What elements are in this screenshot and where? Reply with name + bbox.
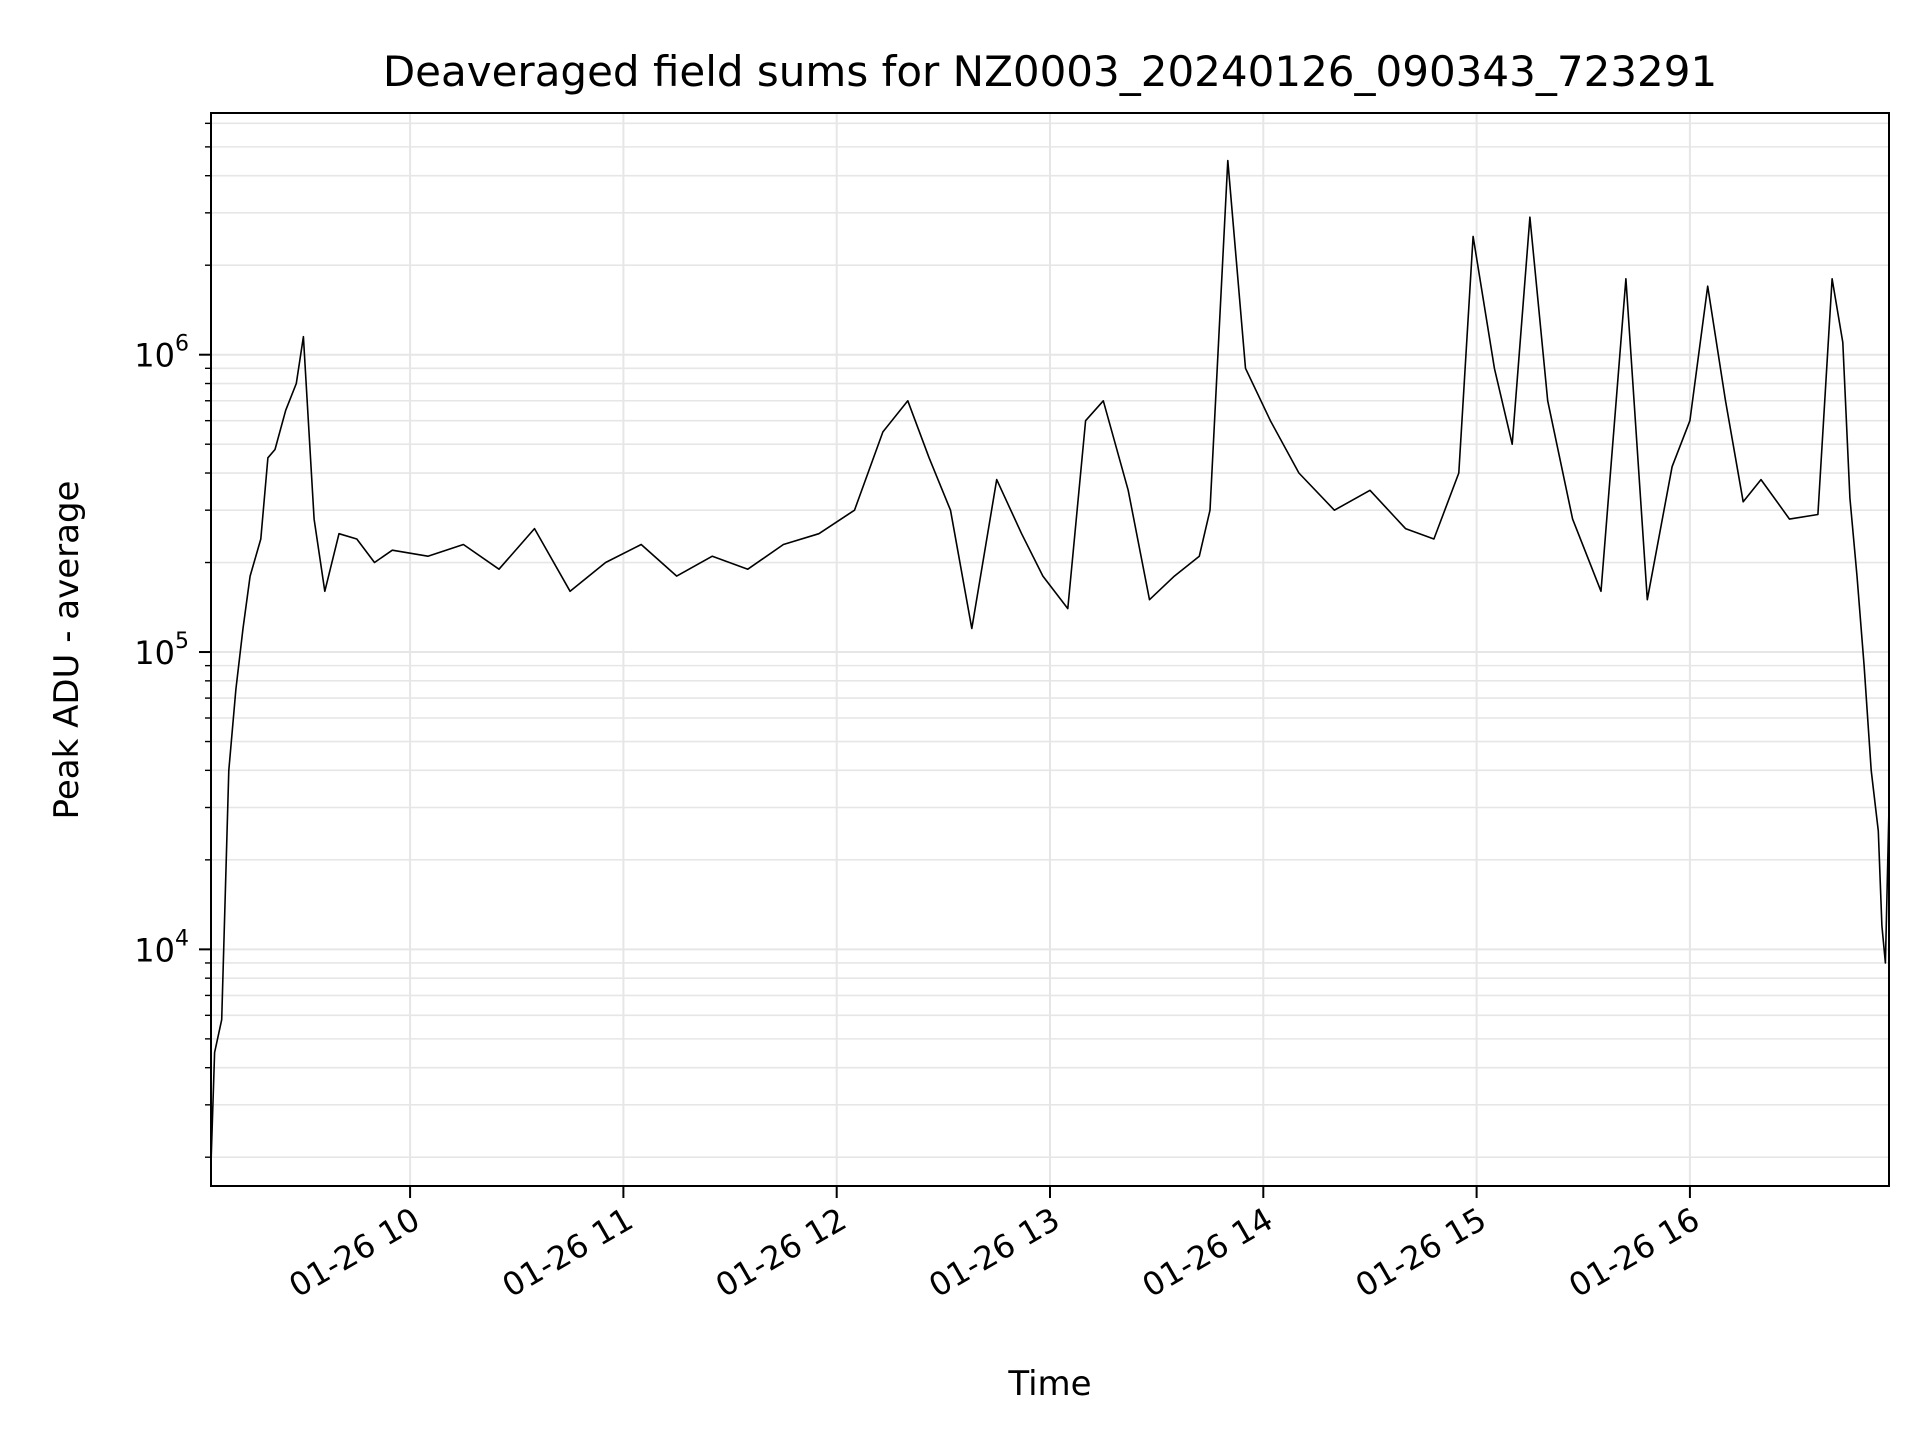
chart-title: Deaveraged field sums for NZ0003_2024012…	[383, 47, 1717, 96]
series-layer	[210, 159, 1890, 1164]
y-tick-label: 105	[134, 629, 189, 672]
series-line	[210, 159, 1890, 1164]
x-tick-label: 01-26 10	[282, 1200, 426, 1305]
x-tick-label: 01-26 13	[922, 1200, 1066, 1305]
x-tick-label: 01-26 11	[496, 1200, 640, 1305]
y-axis: 104 105 106	[134, 122, 211, 1158]
y-axis-label: Peak ADU - average	[47, 481, 87, 820]
x-tick-label: 01-26 14	[1136, 1200, 1280, 1305]
x-axis-label: Time	[1007, 1364, 1091, 1404]
x-tick-label: 01-26 12	[709, 1200, 853, 1305]
x-tick-label: 01-26 15	[1349, 1200, 1493, 1305]
x-axis: 01-26 10 01-26 11 01-26 12 01-26 13 01-26 14…	[282, 1186, 1706, 1305]
y-tick-label: 104	[134, 926, 189, 969]
x-tick-label: 01-26 16	[1562, 1200, 1706, 1305]
y-tick-label: 106	[134, 332, 189, 375]
grid-lines	[211, 113, 1889, 1186]
